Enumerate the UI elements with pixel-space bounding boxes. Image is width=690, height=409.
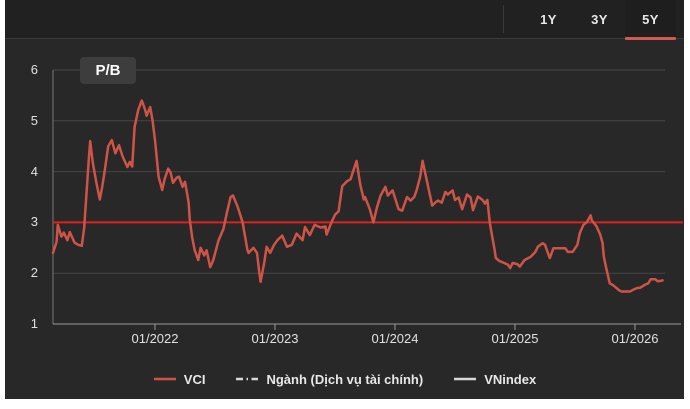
tab-3y[interactable]: 3Y: [591, 11, 608, 27]
legend-label: VCI: [183, 371, 206, 387]
legend-swatch-icon: [236, 377, 259, 381]
legend: VCI Ngành (Dịch vụ tài chính) VNindex: [5, 364, 684, 394]
range-toolbar: 1Y 3Y 5Y: [5, 0, 684, 40]
tab-group-divider: [503, 5, 504, 33]
legend-swatch-icon: [454, 377, 477, 381]
vci-series-line: [51, 99, 664, 293]
tab-1y[interactable]: 1Y: [540, 11, 557, 27]
tab-5y[interactable]: 5Y: [625, 0, 676, 40]
legend-item-nganh[interactable]: Ngành (Dịch vụ tài chính): [235, 372, 423, 387]
legend-swatch-icon: [153, 377, 176, 381]
legend-item-vci[interactable]: VCI: [153, 371, 206, 387]
legend-item-vnindex[interactable]: VNindex: [453, 372, 536, 387]
legend-label: VNindex: [484, 371, 537, 387]
metric-badge: P/B: [80, 57, 136, 84]
range-tab-group: 1Y 3Y 5Y: [523, 0, 676, 40]
legend-label: Ngành (Dịch vụ tài chính): [266, 371, 424, 387]
